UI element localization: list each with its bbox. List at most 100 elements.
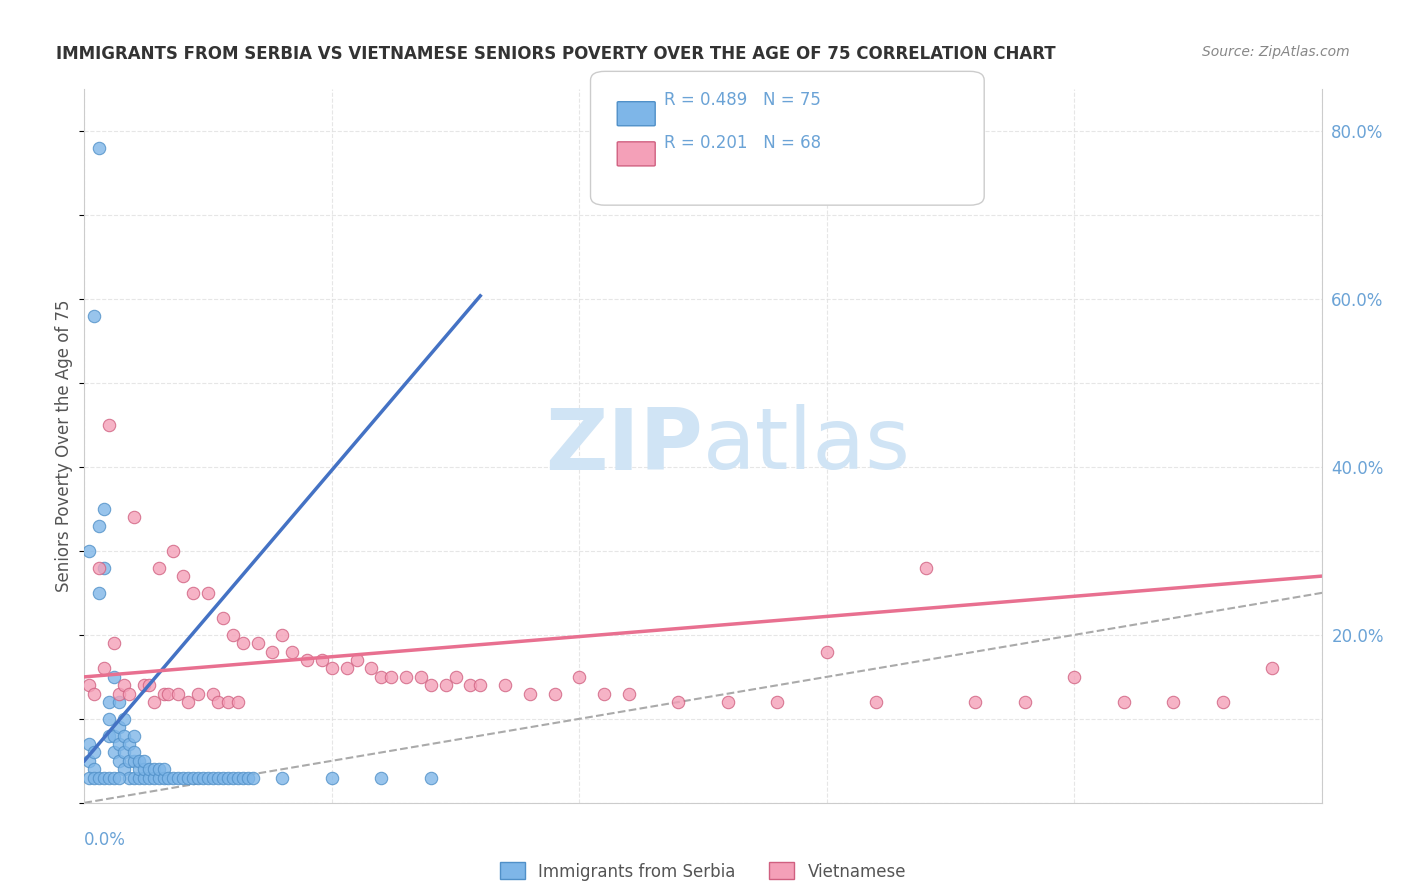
Point bbox=[103, 636, 125, 650]
Point bbox=[1014, 695, 1036, 709]
Point bbox=[1161, 695, 1184, 709]
Point bbox=[444, 670, 467, 684]
Point bbox=[157, 687, 180, 701]
Point bbox=[202, 771, 225, 785]
Point bbox=[98, 417, 121, 432]
Point bbox=[122, 729, 145, 743]
Text: 0.0%: 0.0% bbox=[84, 831, 127, 849]
Point bbox=[83, 309, 105, 323]
Point bbox=[122, 771, 145, 785]
Point bbox=[89, 560, 111, 574]
Point bbox=[108, 754, 131, 768]
Text: Source: ZipAtlas.com: Source: ZipAtlas.com bbox=[1202, 45, 1350, 59]
Point bbox=[232, 636, 254, 650]
Point bbox=[162, 544, 184, 558]
Point bbox=[79, 737, 101, 751]
Point bbox=[191, 771, 214, 785]
Point bbox=[419, 771, 441, 785]
Point bbox=[108, 687, 131, 701]
Point bbox=[148, 762, 170, 776]
Point bbox=[197, 771, 219, 785]
Point bbox=[79, 771, 101, 785]
Point bbox=[138, 771, 160, 785]
Point bbox=[122, 754, 145, 768]
Point bbox=[89, 771, 111, 785]
Point bbox=[181, 771, 204, 785]
Point bbox=[162, 771, 184, 785]
Point bbox=[98, 712, 121, 726]
Point bbox=[122, 510, 145, 524]
Point bbox=[157, 771, 180, 785]
Point bbox=[236, 771, 259, 785]
Point bbox=[132, 771, 155, 785]
Point bbox=[914, 560, 936, 574]
Point bbox=[370, 670, 392, 684]
Point bbox=[226, 695, 249, 709]
Point bbox=[187, 771, 209, 785]
Text: R = 0.489   N = 75: R = 0.489 N = 75 bbox=[664, 91, 821, 109]
Point bbox=[89, 141, 111, 155]
Point bbox=[118, 771, 141, 785]
Point bbox=[865, 695, 887, 709]
Point bbox=[281, 645, 304, 659]
Point bbox=[83, 746, 105, 760]
Point bbox=[118, 737, 141, 751]
Point bbox=[181, 586, 204, 600]
Point bbox=[98, 729, 121, 743]
Point bbox=[128, 762, 150, 776]
Point bbox=[370, 771, 392, 785]
Point bbox=[118, 754, 141, 768]
Point bbox=[965, 695, 987, 709]
Point bbox=[128, 771, 150, 785]
Point bbox=[112, 746, 135, 760]
Point bbox=[108, 737, 131, 751]
Point bbox=[132, 678, 155, 692]
Point bbox=[1212, 695, 1234, 709]
Point bbox=[311, 653, 333, 667]
Point bbox=[212, 611, 235, 625]
Point bbox=[89, 518, 111, 533]
Point bbox=[568, 670, 591, 684]
Point bbox=[132, 754, 155, 768]
Point bbox=[138, 762, 160, 776]
Point bbox=[118, 687, 141, 701]
Text: atlas: atlas bbox=[703, 404, 911, 488]
Point bbox=[321, 661, 343, 675]
Point bbox=[83, 762, 105, 776]
Point bbox=[103, 746, 125, 760]
Point bbox=[395, 670, 418, 684]
Point bbox=[122, 746, 145, 760]
Point bbox=[138, 678, 160, 692]
Point bbox=[142, 771, 165, 785]
Point bbox=[98, 695, 121, 709]
Point bbox=[103, 729, 125, 743]
Point bbox=[617, 687, 640, 701]
Point bbox=[112, 762, 135, 776]
Point bbox=[128, 754, 150, 768]
Point bbox=[108, 771, 131, 785]
Point bbox=[766, 695, 789, 709]
Point bbox=[98, 771, 121, 785]
Point bbox=[172, 771, 194, 785]
Point bbox=[666, 695, 689, 709]
Point bbox=[79, 544, 101, 558]
Point bbox=[336, 661, 359, 675]
Point bbox=[108, 695, 131, 709]
Point bbox=[217, 695, 239, 709]
Point bbox=[187, 687, 209, 701]
Point bbox=[172, 569, 194, 583]
Point bbox=[434, 678, 457, 692]
Point bbox=[543, 687, 565, 701]
Point bbox=[108, 720, 131, 734]
Point bbox=[148, 771, 170, 785]
Legend: Immigrants from Serbia, Vietnamese: Immigrants from Serbia, Vietnamese bbox=[494, 855, 912, 888]
Point bbox=[93, 771, 115, 785]
Point bbox=[346, 653, 368, 667]
Point bbox=[89, 586, 111, 600]
Point bbox=[79, 754, 101, 768]
Point bbox=[222, 771, 245, 785]
Point bbox=[1261, 661, 1284, 675]
Point bbox=[142, 762, 165, 776]
Point bbox=[83, 771, 105, 785]
Point bbox=[83, 687, 105, 701]
